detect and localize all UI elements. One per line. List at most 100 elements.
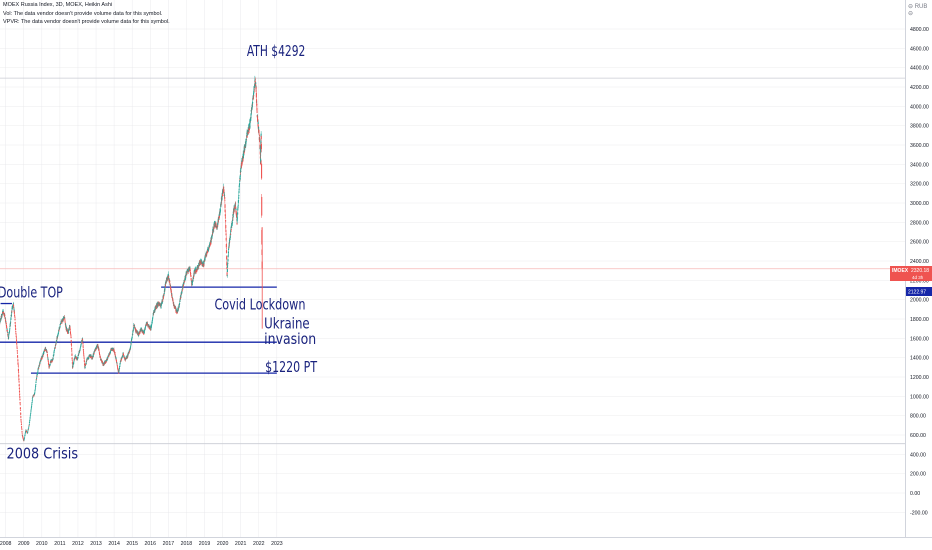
- candle-body: [22, 435, 24, 437]
- candle-body: [11, 306, 13, 308]
- candle-body: [56, 340, 58, 342]
- candle-body: [57, 335, 59, 337]
- y-tick-label: 200.00: [910, 472, 926, 478]
- candle-body: [238, 194, 240, 197]
- candle-body: [152, 316, 154, 318]
- candle-body: [51, 360, 54, 362]
- candle-body: [238, 188, 240, 190]
- candle-body: [236, 216, 239, 218]
- annotation-double_top[interactable]: Double TOP: [0, 284, 63, 302]
- candle-body: [77, 356, 79, 358]
- price-tag-countdown: 4d 3h: [912, 275, 924, 280]
- candle-body: [239, 175, 241, 177]
- candle-body: [17, 357, 19, 359]
- candle-body: [241, 161, 243, 164]
- candle-body: [131, 338, 133, 341]
- annotation-ukraine[interactable]: Ukraine: [264, 315, 310, 333]
- candle-body: [195, 271, 198, 272]
- candle-body: [179, 298, 181, 300]
- annotation-invasion[interactable]: invasion: [264, 330, 316, 348]
- candle-body: [225, 230, 227, 232]
- candle-body: [168, 279, 170, 281]
- candle-body: [225, 237, 227, 241]
- y-tick-label: 1600.00: [910, 336, 929, 342]
- candle-body: [85, 364, 87, 365]
- candle-body: [70, 335, 72, 336]
- candle-body: [52, 357, 54, 359]
- annotation-ath[interactable]: ATH $4292: [247, 42, 306, 60]
- y-tick-label: 4200.00: [910, 85, 929, 91]
- candle-body: [27, 429, 29, 431]
- candle-body: [23, 440, 25, 441]
- candle-body: [154, 309, 156, 311]
- candle-body: [17, 355, 19, 357]
- candle-body: [193, 273, 195, 274]
- candle-body: [15, 328, 17, 331]
- drawn-lines[interactable]: [0, 286, 277, 374]
- candle-body: [222, 190, 224, 194]
- candle-body: [18, 387, 20, 390]
- candle-body: [237, 205, 239, 207]
- candle-body: [185, 274, 187, 275]
- candle-body: [217, 225, 219, 227]
- candle-body: [65, 325, 67, 327]
- candle-body: [15, 334, 17, 336]
- candle-body: [29, 421, 31, 423]
- candle-body: [226, 269, 228, 273]
- candle-body: [73, 363, 75, 364]
- candle-body: [74, 357, 76, 359]
- y-tick-label: 4600.00: [910, 46, 929, 52]
- candle-body: [7, 332, 9, 333]
- candle-body: [119, 366, 121, 367]
- candle-body: [225, 243, 227, 248]
- annotation-pt[interactable]: $1220 PT: [265, 358, 318, 376]
- candle-body: [164, 288, 166, 290]
- candle-body: [49, 364, 51, 365]
- candle-body: [252, 101, 254, 104]
- candle-body: [18, 374, 20, 377]
- candle-body: [4, 316, 6, 318]
- annotations[interactable]: Double TOP 2008 Crisis Covid Lockdown Ukrai…: [0, 42, 318, 463]
- candle-body: [246, 135, 248, 138]
- candle-body: [220, 209, 222, 211]
- candle-body: [228, 242, 230, 244]
- candle-body: [52, 359, 54, 361]
- candle-body: [191, 282, 193, 284]
- price-tags: IMOEX 2320.18 4d 3h 2122.97: [890, 266, 932, 296]
- candle-body: [45, 348, 47, 350]
- candle-body: [47, 356, 49, 357]
- time-axis[interactable]: 2008 2009 2010 2011 2012 2013 2014 2015 2016 2017…: [0, 541, 283, 547]
- candle-body: [137, 332, 139, 334]
- candle-body: [6, 329, 8, 331]
- candle-body: [78, 352, 80, 354]
- candle-body: [16, 346, 18, 348]
- candle-body: [224, 204, 226, 208]
- candle-body: [11, 308, 13, 310]
- candle-body: [228, 240, 231, 242]
- candle-body: [28, 422, 31, 424]
- candle-body: [120, 361, 122, 362]
- candle-body: [227, 251, 229, 254]
- candle-body: [71, 357, 73, 360]
- candles: [0, 75, 263, 442]
- candle-body: [244, 147, 246, 148]
- candle-body: [39, 362, 41, 364]
- candle-body: [106, 358, 108, 360]
- candle-body: [27, 429, 29, 431]
- candle-body: [96, 347, 98, 349]
- chart-symbol-title[interactable]: MOEX Russia Index, 3D, MOEX, Heikin Ashi: [3, 2, 113, 8]
- candle-body: [248, 123, 251, 127]
- candle-body: [226, 274, 228, 276]
- price-axis[interactable]: -200.00 0.00 200.00 400.00 600.00 800.00 1000.…: [910, 27, 929, 516]
- candle-body: [26, 432, 29, 434]
- annotation-covid[interactable]: Covid Lockdown: [214, 295, 305, 313]
- candle-body: [37, 372, 39, 374]
- currency-label[interactable]: ⊖ RUB ⊖: [908, 4, 928, 17]
- annotation-crisis_2008[interactable]: 2008 Crisis: [7, 445, 79, 463]
- candle-body: [226, 266, 228, 269]
- candle-body: [30, 412, 32, 414]
- candle-body: [195, 270, 197, 272]
- candle-body: [19, 404, 21, 406]
- candle-body: [83, 356, 85, 358]
